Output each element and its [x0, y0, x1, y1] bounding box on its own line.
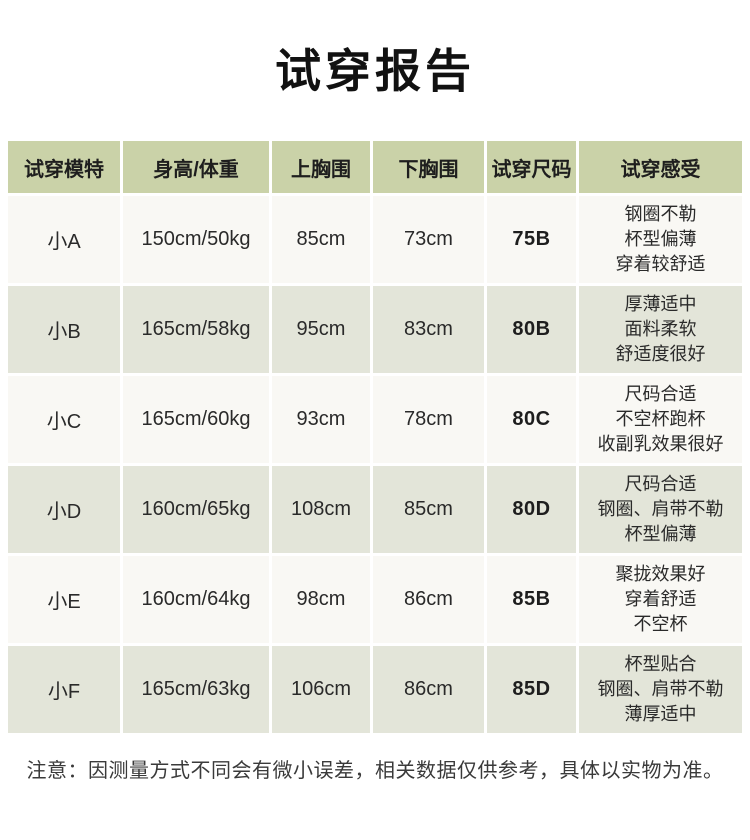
size-cell: 80D	[487, 466, 576, 553]
col-header-model: 试穿模特	[8, 141, 120, 193]
upper-bust-cell: 98cm	[272, 556, 370, 643]
feel-line: 钢圈、肩带不勒	[597, 679, 724, 699]
lower-bust-cell: 73cm	[373, 196, 484, 283]
feel-line: 聚拢效果好	[615, 564, 706, 584]
col-header-lower-bust: 下胸围	[373, 141, 484, 193]
col-header-feel: 试穿感受	[579, 141, 742, 193]
table-row-b: 小B 165cm/58kg 95cm 83cm 80B 厚薄适中 面料柔软 舒适…	[8, 286, 742, 373]
table-row-a: 小A 150cm/50kg 85cm 73cm 75B 钢圈不勒 杯型偏薄 穿着…	[8, 196, 742, 283]
feel-line: 薄厚适中	[624, 704, 697, 724]
header-row: 试穿模特 身高/体重 上胸围 下胸围 试穿尺码 试穿感受	[8, 141, 742, 193]
height-weight-cell: 160cm/64kg	[123, 556, 269, 643]
upper-bust-cell: 106cm	[272, 646, 370, 733]
lower-bust-cell: 86cm	[373, 646, 484, 733]
feel-cell: 聚拢效果好 穿着舒适 不空杯	[579, 556, 742, 643]
model-cell: 小A	[8, 196, 120, 283]
feel-cell: 尺码合适 钢圈、肩带不勒 杯型偏薄	[579, 466, 742, 553]
table-row-e: 小E 160cm/64kg 98cm 86cm 85B 聚拢效果好 穿着舒适 不…	[8, 556, 742, 643]
table-row-d: 小D 160cm/65kg 108cm 85cm 80D 尺码合适 钢圈、肩带不…	[8, 466, 742, 553]
feel-line: 钢圈、肩带不勒	[597, 499, 724, 519]
height-weight-cell: 160cm/65kg	[123, 466, 269, 553]
table-header: 试穿模特 身高/体重 上胸围 下胸围 试穿尺码 试穿感受	[8, 141, 742, 193]
feel-line: 尺码合适	[624, 474, 697, 494]
table-row-f: 小F 165cm/63kg 106cm 86cm 85D 杯型贴合 钢圈、肩带不…	[8, 646, 742, 733]
model-cell: 小B	[8, 286, 120, 373]
feel-line: 穿着较舒适	[615, 254, 706, 274]
table-body: 小A 150cm/50kg 85cm 73cm 75B 钢圈不勒 杯型偏薄 穿着…	[8, 196, 742, 733]
size-cell: 80C	[487, 376, 576, 463]
feel-line: 杯型偏薄	[624, 229, 697, 249]
height-weight-cell: 165cm/60kg	[123, 376, 269, 463]
lower-bust-cell: 78cm	[373, 376, 484, 463]
size-cell: 85D	[487, 646, 576, 733]
col-header-size: 试穿尺码	[487, 141, 576, 193]
page-title: 试穿报告	[275, 45, 475, 97]
feel-line: 舒适度很好	[615, 344, 706, 364]
size-cell: 85B	[487, 556, 576, 643]
height-weight-cell: 150cm/50kg	[123, 196, 269, 283]
model-cell: 小D	[8, 466, 120, 553]
lower-bust-cell: 86cm	[373, 556, 484, 643]
upper-bust-cell: 93cm	[272, 376, 370, 463]
feel-line: 钢圈不勒	[624, 204, 697, 224]
feel-cell: 杯型贴合 钢圈、肩带不勒 薄厚适中	[579, 646, 742, 733]
feel-line: 尺码合适	[624, 384, 697, 404]
table-row-c: 小C 165cm/60kg 93cm 78cm 80C 尺码合适 不空杯跑杯 收…	[8, 376, 742, 463]
feel-line: 收副乳效果很好	[597, 434, 724, 454]
feel-cell: 厚薄适中 面料柔软 舒适度很好	[579, 286, 742, 373]
feel-cell: 钢圈不勒 杯型偏薄 穿着较舒适	[579, 196, 742, 283]
note-text: 注意：因测量方式不同会有微小误差，相关数据仅供参考，具体以实物为准。	[26, 760, 724, 782]
lower-bust-cell: 83cm	[373, 286, 484, 373]
height-weight-cell: 165cm/58kg	[123, 286, 269, 373]
feel-line: 杯型贴合	[624, 654, 697, 674]
try-on-report-table: 试穿模特 身高/体重 上胸围 下胸围 试穿尺码 试穿感受 小A 150cm/50…	[5, 138, 745, 736]
upper-bust-cell: 108cm	[272, 466, 370, 553]
lower-bust-cell: 85cm	[373, 466, 484, 553]
height-weight-cell: 165cm/63kg	[123, 646, 269, 733]
feel-line: 穿着舒适	[624, 589, 697, 609]
col-header-upper-bust: 上胸围	[272, 141, 370, 193]
model-cell: 小E	[8, 556, 120, 643]
model-cell: 小F	[8, 646, 120, 733]
feel-line: 面料柔软	[624, 319, 697, 339]
feel-line: 杯型偏薄	[624, 524, 697, 544]
feel-line: 不空杯跑杯	[615, 409, 706, 429]
feel-line: 厚薄适中	[624, 294, 697, 314]
col-header-height-weight: 身高/体重	[123, 141, 269, 193]
feel-cell: 尺码合适 不空杯跑杯 收副乳效果很好	[579, 376, 742, 463]
model-cell: 小C	[8, 376, 120, 463]
upper-bust-cell: 85cm	[272, 196, 370, 283]
size-cell: 75B	[487, 196, 576, 283]
upper-bust-cell: 95cm	[272, 286, 370, 373]
size-cell: 80B	[487, 286, 576, 373]
feel-line: 不空杯	[633, 614, 688, 634]
